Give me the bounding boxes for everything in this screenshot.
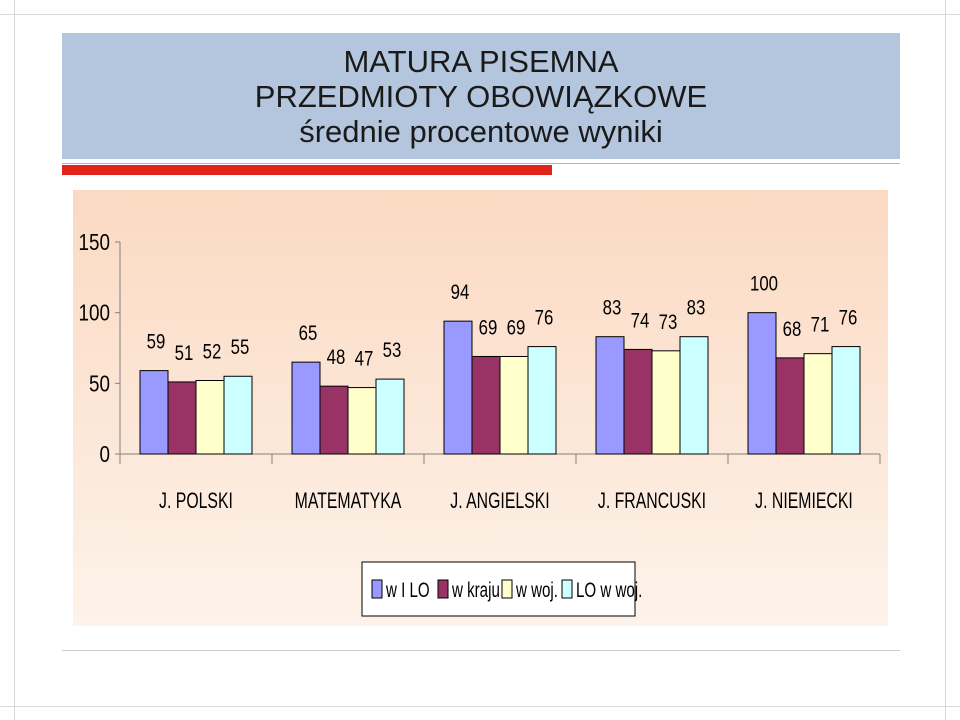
bar-4-2 <box>375 378 405 455</box>
title-line-2: PRZEDMIOTY OBOWIĄZKOWE <box>254 79 708 114</box>
title-line-1: MATURA PISEMNA <box>343 44 619 79</box>
data-label: 74 <box>631 310 650 333</box>
data-label: 71 <box>811 314 830 337</box>
data-label: 100 <box>750 273 778 296</box>
y-tick-label: 100 <box>79 301 110 326</box>
bar-2-4 <box>623 348 653 455</box>
data-label: 48 <box>327 346 346 369</box>
bar-3-5 <box>803 353 833 455</box>
category-label: MATEMATYKA <box>295 490 402 514</box>
legend-box <box>361 561 636 617</box>
bar-3-1 <box>195 380 225 455</box>
y-tick-label: 150 <box>79 230 110 255</box>
legend-label-4: LO w woj. <box>576 577 642 601</box>
bar-2-1 <box>167 381 197 455</box>
category-label: J. ANGIELSKI <box>450 490 549 514</box>
bar-2-2 <box>319 385 349 455</box>
footer-line <box>62 650 900 651</box>
category-label: J. FRANCUSKI <box>598 490 706 514</box>
bar-4-3 <box>527 346 557 455</box>
bar-4-1 <box>223 375 253 455</box>
legend-swatch-3 <box>501 579 513 599</box>
data-label: 69 <box>507 317 526 340</box>
frame-left-line <box>14 0 15 720</box>
legend-label-1: w I LO <box>385 577 429 601</box>
bar-4-4 <box>679 336 709 455</box>
title-line-3: średnie procentowe wyniki <box>299 114 663 149</box>
accent-red-bar <box>62 165 552 175</box>
bar-1-4 <box>595 336 625 455</box>
legend-swatch-2 <box>437 579 449 599</box>
bar-3-2 <box>347 387 377 455</box>
bar-1-1 <box>139 370 169 455</box>
data-label: 47 <box>355 348 374 371</box>
frame-top-line <box>0 14 960 15</box>
data-label: 51 <box>175 342 194 365</box>
bar-4-5 <box>831 346 861 455</box>
data-label: 76 <box>535 307 554 330</box>
data-label: 52 <box>203 341 222 364</box>
frame-right-line <box>945 0 946 720</box>
data-label: 94 <box>451 281 470 304</box>
data-label: 68 <box>783 318 802 341</box>
category-label: J. NIEMIECKI <box>755 490 853 514</box>
data-label: 83 <box>603 297 622 320</box>
category-label: J. POLSKI <box>159 490 233 514</box>
legend-label-2: w kraju <box>451 577 500 601</box>
bar-3-3 <box>499 355 529 455</box>
data-label: 73 <box>659 311 678 334</box>
bar-1-5 <box>747 312 777 455</box>
legend-label-3: w woj. <box>515 577 558 601</box>
legend-swatch-1 <box>371 579 383 599</box>
bar-1-3 <box>443 320 473 455</box>
bar-2-3 <box>471 355 501 455</box>
data-label: 83 <box>687 297 706 320</box>
data-label: 65 <box>299 322 318 345</box>
y-tick-label: 0 <box>100 442 110 467</box>
data-label: 59 <box>147 331 166 354</box>
title-underline <box>62 163 900 164</box>
y-tick-label: 50 <box>89 372 110 397</box>
data-label: 55 <box>231 337 250 360</box>
data-label: 76 <box>839 307 858 330</box>
data-label: 69 <box>479 317 498 340</box>
legend-swatch-4 <box>561 579 573 599</box>
data-label: 53 <box>383 339 402 362</box>
bar-1-2 <box>291 361 321 455</box>
bar-chart: 0 50 100 150 59 51 52 55 J. POLSKI 65 48 47 53 MATEM… <box>73 190 888 626</box>
bar-2-5 <box>775 357 805 455</box>
title-box: MATURA PISEMNA PRZEDMIOTY OBOWIĄZKOWE śr… <box>62 33 900 159</box>
frame-bottom-line <box>0 706 960 707</box>
bar-3-4 <box>651 350 681 455</box>
